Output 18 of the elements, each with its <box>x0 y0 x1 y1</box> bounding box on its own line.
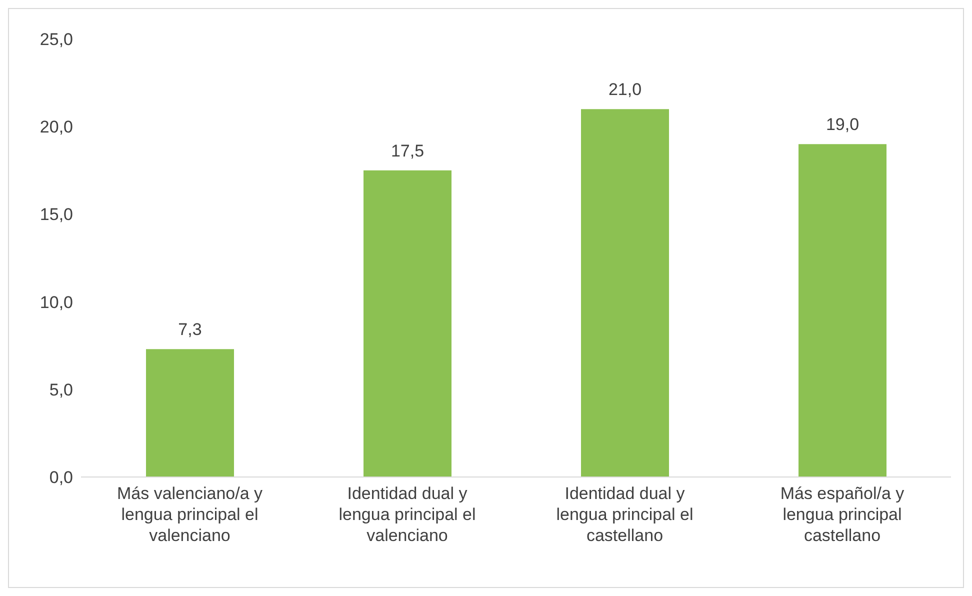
x-tick-label: Identidad dual y lengua principal el valenciano <box>338 484 476 545</box>
data-label: 21,0 <box>608 80 642 100</box>
y-tick-label: 10,0 <box>40 292 73 312</box>
bar <box>146 349 234 477</box>
x-tick-label: Más valenciano/a y lengua principal el valenciano <box>116 484 264 545</box>
y-tick-label: 5,0 <box>49 380 73 400</box>
y-tick-label: 20,0 <box>40 118 73 137</box>
bar <box>364 170 452 477</box>
y-tick-label: 0,0 <box>49 468 73 488</box>
bar <box>581 109 669 477</box>
data-label: 7,3 <box>178 320 202 340</box>
data-label: 19,0 <box>826 115 860 134</box>
x-tick-label: Identidad dual y lengua principal el castellano <box>556 484 694 545</box>
bar <box>798 144 886 477</box>
data-label: 17,5 <box>390 141 424 160</box>
x-tick-label: Más español/a y lengua principal castellano <box>780 484 905 545</box>
y-tick-label: 15,0 <box>40 205 73 224</box>
y-tick-label: 25,0 <box>40 30 73 50</box>
